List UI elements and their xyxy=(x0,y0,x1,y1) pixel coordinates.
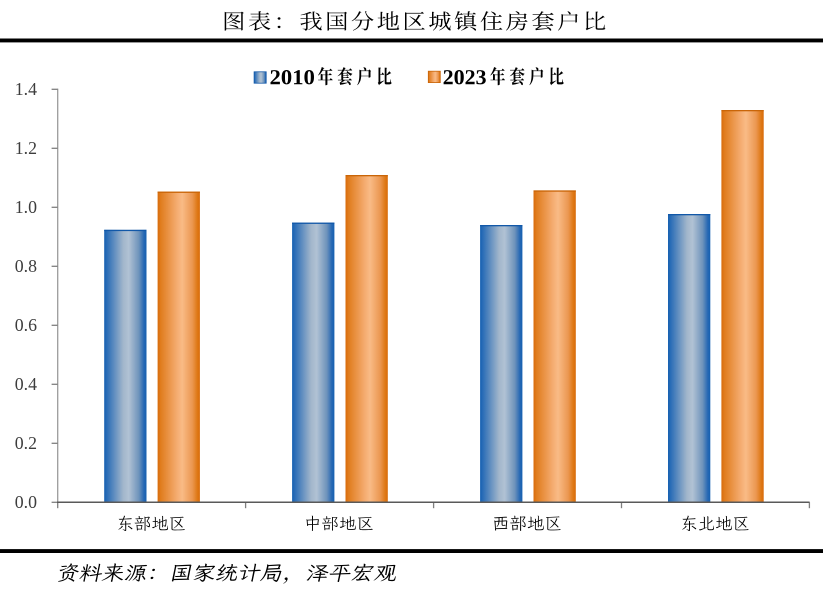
svg-text:0.0: 0.0 xyxy=(15,492,37,512)
svg-text:0.8: 0.8 xyxy=(15,256,37,276)
svg-text:0.6: 0.6 xyxy=(15,315,37,335)
svg-text:1.2: 1.2 xyxy=(15,138,37,158)
svg-text:1.4: 1.4 xyxy=(15,79,37,99)
svg-text:0.2: 0.2 xyxy=(15,433,37,453)
svg-text:1.0: 1.0 xyxy=(15,197,37,217)
svg-text:0.4: 0.4 xyxy=(15,374,37,394)
